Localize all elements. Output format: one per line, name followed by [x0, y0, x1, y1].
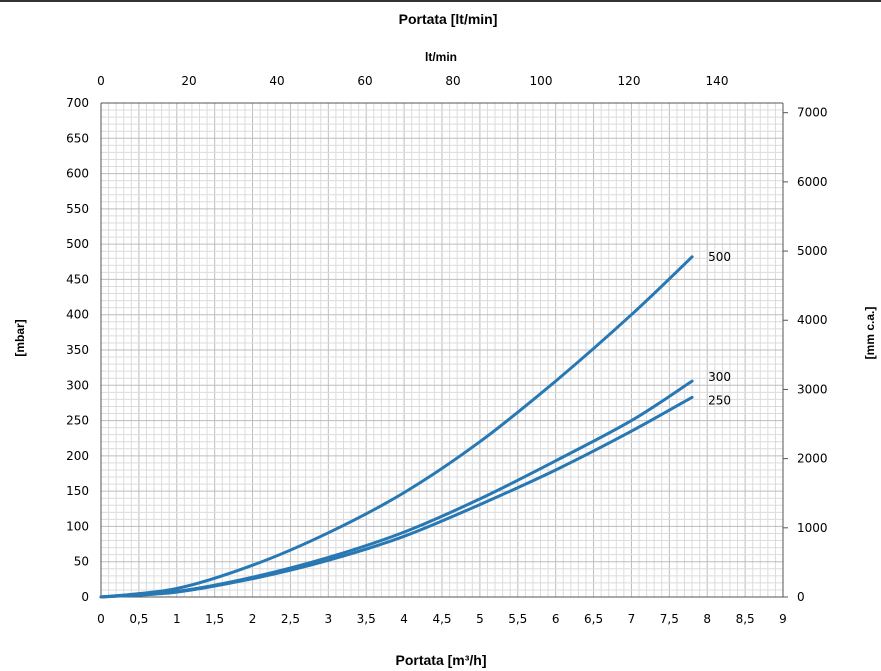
x-tick-label: 0: [97, 612, 105, 626]
top-tick-label: 100: [530, 74, 553, 88]
y-tick-label: 400: [66, 308, 89, 322]
y-axis-label: [mbar]: [13, 319, 27, 356]
y-tick-label: 700: [66, 96, 89, 110]
x-tick-label: 2: [249, 612, 257, 626]
grid: [101, 103, 783, 597]
y-tick-label: 500: [66, 237, 89, 251]
x-tick-label: 9: [779, 612, 787, 626]
axes: 0 0,5 1 1,5 2 2,5 3 3,5 4 4,5 5 5,5 6 6,5 7 7,5 8 8,5 9050…: [66, 74, 827, 626]
y2-tick-label: 5000: [797, 244, 828, 258]
y-tick-label: 550: [66, 202, 89, 216]
series-layer: 500 300 250: [99, 250, 731, 599]
y2-tick-label: 7000: [797, 106, 828, 120]
curve-label-500: 500: [708, 250, 731, 264]
y-tick-label: 100: [66, 519, 89, 533]
x-tick-label: 3: [325, 612, 333, 626]
top-tick-label: 40: [269, 74, 284, 88]
y2-tick-label: 1000: [797, 521, 828, 535]
top-tick-label: 140: [706, 74, 729, 88]
y2-tick-label: 4000: [797, 313, 828, 327]
top-tick-label: 20: [181, 74, 196, 88]
y2-tick-label: 0: [797, 590, 805, 604]
y-tick-label: 300: [66, 378, 89, 392]
top-axis-label: lt/min: [425, 50, 457, 64]
x-tick-label: 5,5: [508, 612, 527, 626]
y2-axis-label: [mm c.a.]: [863, 307, 877, 360]
x-tick-label: 8,5: [736, 612, 755, 626]
x-tick-label: 0,5: [129, 612, 148, 626]
x-tick-label: 6: [552, 612, 560, 626]
y-tick-label: 250: [66, 414, 89, 428]
top-rule: [0, 0, 881, 2]
x-axis-label: Portata [m³/h]: [396, 652, 487, 668]
top-tick-label: 80: [445, 74, 460, 88]
x-tick-label: 4: [400, 612, 408, 626]
x-tick-label: 3,5: [357, 612, 376, 626]
x-tick-label: 2,5: [281, 612, 300, 626]
y-tick-label: 600: [66, 167, 89, 181]
y-tick-label: 350: [66, 343, 89, 357]
curve-label-250: 250: [708, 393, 731, 407]
y-tick-label: 50: [74, 555, 89, 569]
y2-tick-label: 3000: [797, 382, 828, 396]
y-tick-label: 650: [66, 131, 89, 145]
curve-label-300: 300: [708, 370, 731, 384]
x-tick-label: 8: [703, 612, 711, 626]
y-tick-label: 150: [66, 484, 89, 498]
x-tick-label: 4,5: [432, 612, 451, 626]
y-tick-label: 200: [66, 449, 89, 463]
y2-tick-label: 6000: [797, 175, 828, 189]
top-tick-label: 120: [618, 74, 641, 88]
x-tick-label: 1: [173, 612, 181, 626]
y-tick-label: 450: [66, 272, 89, 286]
y-tick-label: 0: [81, 590, 89, 604]
x-tick-label: 7,5: [660, 612, 679, 626]
chart-title: Portata [lt/min]: [399, 11, 498, 27]
x-tick-label: 7: [628, 612, 636, 626]
curve-500: [99, 255, 694, 599]
curve-250: [99, 395, 694, 599]
x-tick-label: 6,5: [584, 612, 603, 626]
top-tick-label: 0: [97, 74, 105, 88]
x-tick-label: 5: [476, 612, 484, 626]
y2-tick-label: 2000: [797, 452, 828, 466]
x-tick-label: 1,5: [205, 612, 224, 626]
top-tick-label: 60: [357, 74, 372, 88]
